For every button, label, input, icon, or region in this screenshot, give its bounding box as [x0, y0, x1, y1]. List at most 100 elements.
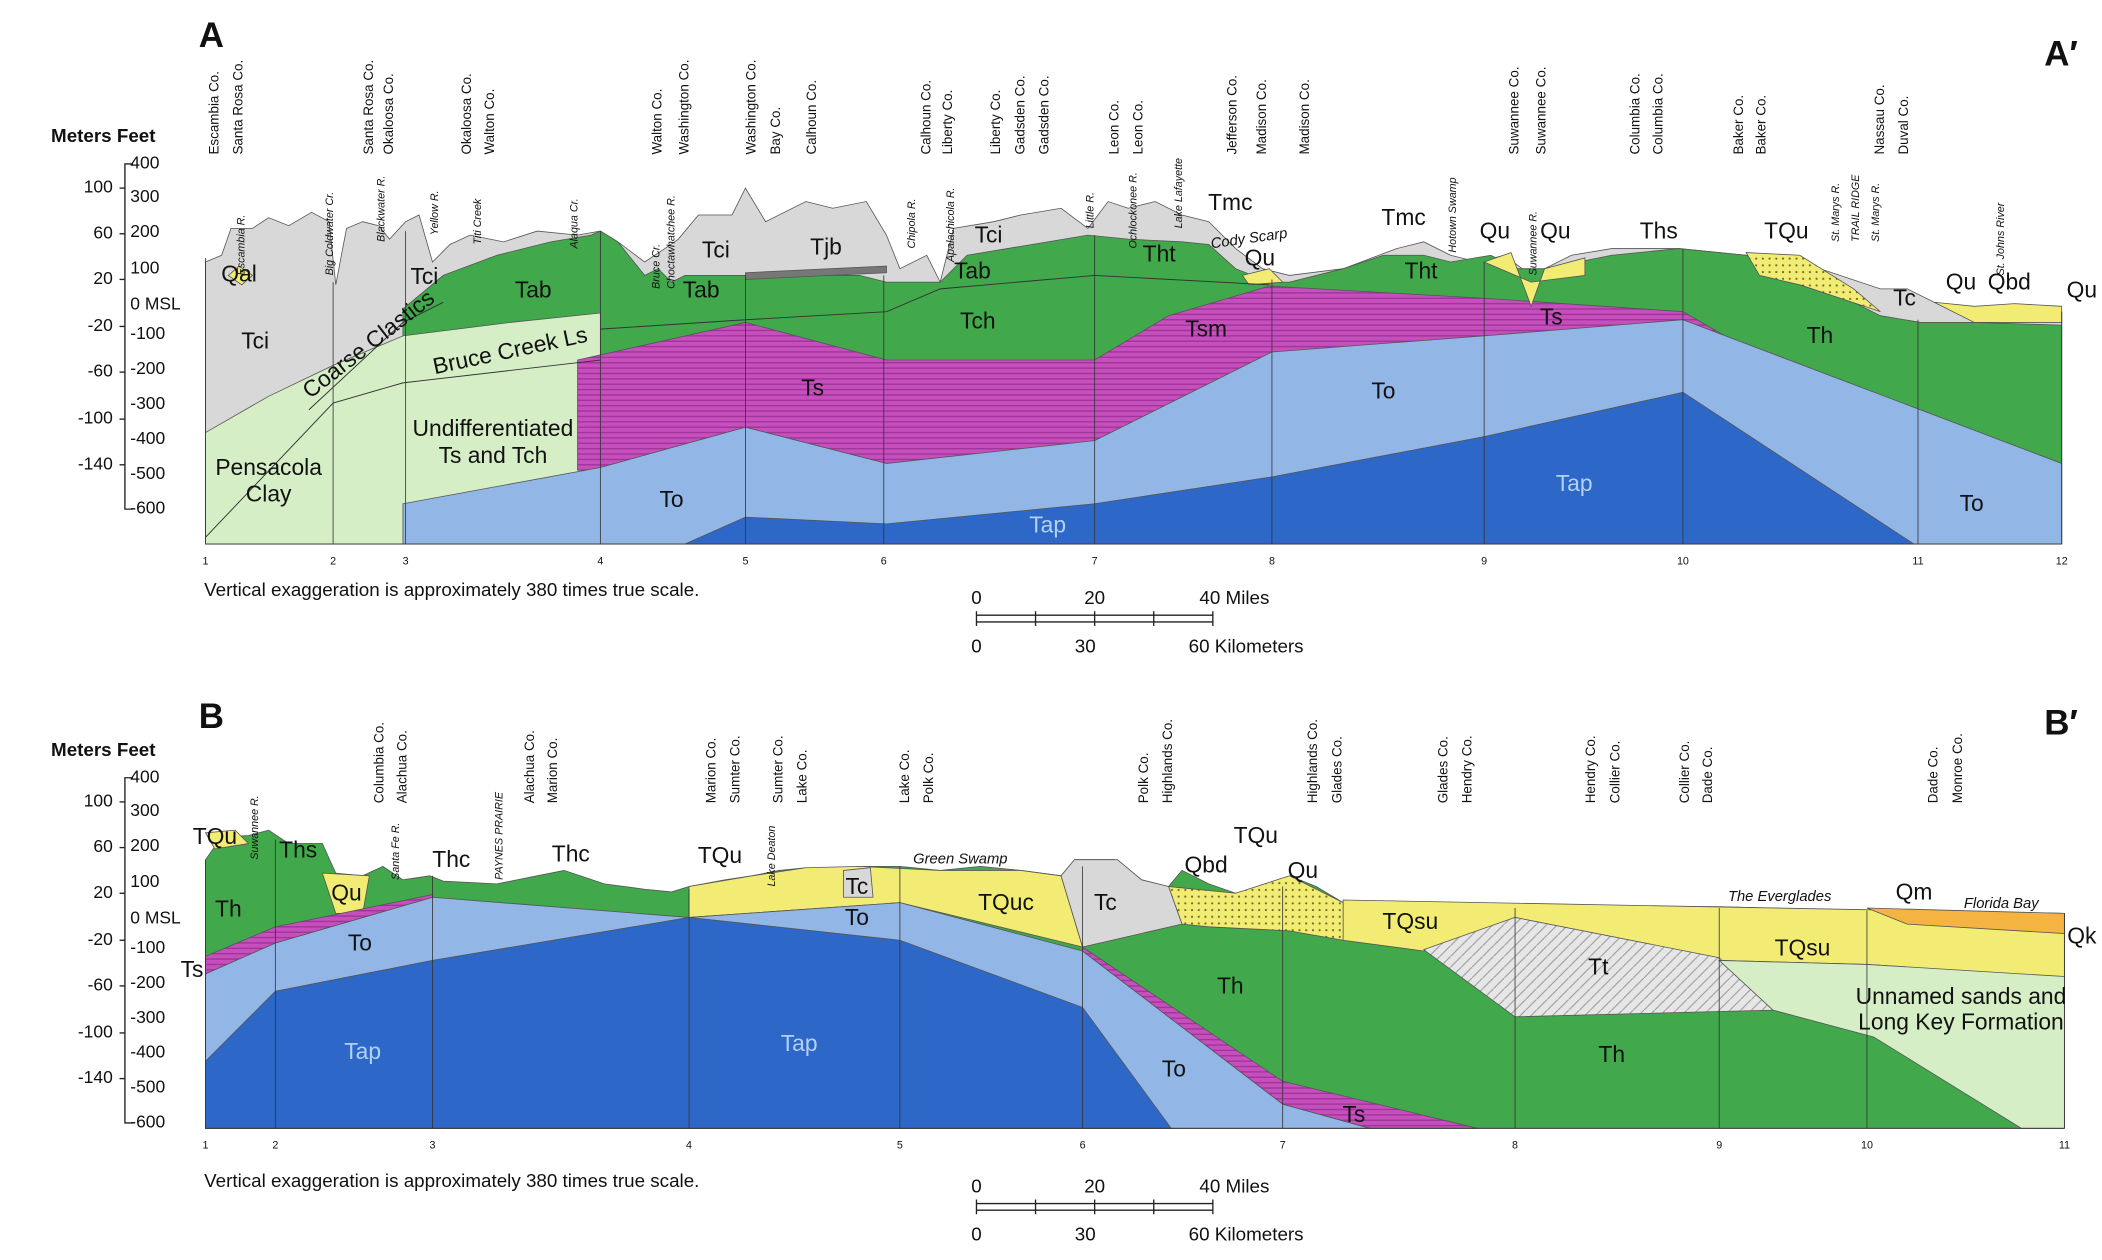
feet-tick-label: -200 [130, 358, 165, 378]
county-label: Liberty Co. [940, 90, 955, 155]
zero-label: 0 MSL [130, 294, 181, 314]
station-label: 3 [403, 555, 409, 567]
unit-label: Ths [279, 837, 317, 863]
scale-km-label: 60 Kilometers [1189, 635, 1304, 656]
unit-label: Th [1217, 972, 1244, 998]
unit-label: Tci [241, 328, 269, 354]
feature-label: Chipola R. [906, 198, 918, 248]
unit-label: To [1371, 377, 1395, 403]
feature-label: St. Johns River [1995, 202, 2007, 275]
feet-tick-label: -500 [130, 463, 165, 483]
county-label: Washington Co. [677, 60, 692, 155]
unit-label: Qu [2067, 277, 2097, 303]
feature-label: Hotown Swamp [1447, 177, 1459, 252]
feature-label: St. Marys R. [1830, 183, 1842, 242]
feature-label: The Everglades [1728, 889, 1832, 905]
meters-tick-label: 100 [84, 791, 113, 811]
scale-km-label: 0 [971, 635, 981, 656]
feature-label: Lake Lafayette [1173, 158, 1185, 228]
feet-tick-label: 300 [130, 186, 159, 206]
unit-label: Tjb [810, 234, 842, 260]
feature-label: Florida Bay [1964, 896, 2040, 912]
unit-label: Thc [552, 841, 590, 867]
unit-label: Tap [344, 1038, 381, 1064]
county-label: Calhoun Co. [918, 80, 933, 155]
unit-label: Qm [1896, 878, 1933, 904]
unit-label: Pensacola [215, 454, 322, 480]
unit-label: Tc [1094, 889, 1117, 915]
meters-tick-label: -140 [78, 453, 113, 473]
feet-tick-label: -400 [130, 1042, 165, 1062]
county-label: Dade Co. [1700, 747, 1715, 804]
unit-label: TQu [698, 842, 742, 868]
unit-label: To [845, 904, 869, 930]
feet-tick-label: -300 [130, 393, 165, 413]
unit-label: Qbd [1185, 851, 1228, 877]
scale-km-label: 30 [1075, 635, 1096, 656]
station-label: 2 [330, 555, 336, 567]
unit-label: TQu [1234, 822, 1278, 848]
county-label: Highlands Co. [1305, 719, 1320, 803]
scale-miles-label: 20 [1084, 587, 1105, 608]
unit-label: Qu [1245, 244, 1275, 270]
county-label: Polk Co. [921, 753, 936, 804]
county-label: Nassau Co. [1872, 84, 1887, 154]
feet-tick-label: 200 [130, 221, 159, 241]
unit-label: Ts [1540, 303, 1563, 329]
unit-label: Qu [1288, 857, 1318, 883]
county-label: Hendry Co. [1460, 735, 1475, 803]
unit-label: Tab [683, 277, 720, 303]
station-label: 1 [203, 1140, 209, 1152]
county-label: Santa Rosa Co. [231, 60, 246, 155]
unit-label: Th [1807, 322, 1834, 348]
station-label: 4 [597, 555, 603, 567]
scale-miles-label: 20 [1084, 1175, 1105, 1196]
station-label: 4 [686, 1140, 692, 1152]
contact [205, 359, 601, 538]
county-label: Lake Co. [795, 750, 810, 804]
unit-label: Ts and Tch [439, 442, 548, 468]
unit-label: TQsu [1382, 908, 1438, 934]
station-label: 3 [429, 1140, 435, 1152]
feature-label: Yellow R. [429, 190, 441, 235]
station-label: 6 [881, 555, 887, 567]
feet-tick-label: -600 [130, 1112, 165, 1132]
feet-tick-label: 400 [130, 153, 159, 173]
meters-tick-label: -20 [88, 929, 114, 949]
scale-km-label: 0 [971, 1224, 981, 1245]
unit-label: TQsu [1775, 935, 1831, 961]
unit-qu [1241, 268, 1284, 286]
county-label: Alachua Co. [522, 730, 537, 803]
county-label: Monroe Co. [1950, 733, 1965, 803]
meters-tick-label: -100 [78, 1022, 113, 1042]
county-label: Sumter Co. [728, 735, 743, 803]
feet-tick-label: -500 [130, 1077, 165, 1097]
meters-tick-label: 60 [93, 836, 113, 856]
axis-title: Meters Feet [51, 125, 156, 146]
unit-label: Thc [432, 846, 470, 872]
panel-label: B [199, 697, 224, 736]
feature-label: Big Coldwater Cr. [324, 192, 336, 276]
county-label: Santa Rosa Co. [361, 60, 376, 155]
unit-label: Undifferentiated [413, 415, 574, 441]
county-label: Marion Co. [703, 738, 718, 804]
axis-line [124, 777, 133, 1124]
county-label: Madison Co. [1254, 79, 1269, 154]
unit-label: Tht [1143, 240, 1177, 266]
station-label: 6 [1080, 1140, 1086, 1152]
station-label: 8 [1269, 555, 1275, 567]
meters-tick-label: -60 [88, 361, 114, 381]
county-label: Okaloosa Co. [381, 73, 396, 154]
feature-label: Apalachicola R. [945, 187, 957, 263]
meters-tick-label: 20 [93, 268, 113, 288]
meters-tick-label: -20 [88, 315, 114, 335]
panel-end-label: B′ [2044, 704, 2078, 743]
county-label: Suwannee Co. [1533, 66, 1548, 154]
scale-miles-label: 40 Miles [1199, 1175, 1269, 1196]
county-label: Gadsden Co. [1012, 75, 1027, 154]
county-label: Glades Co. [1329, 736, 1344, 803]
feet-tick-label: -300 [130, 1007, 165, 1027]
contact [600, 274, 1270, 330]
unit-label: Tab [954, 258, 991, 284]
unit-label: Qal [221, 260, 257, 286]
